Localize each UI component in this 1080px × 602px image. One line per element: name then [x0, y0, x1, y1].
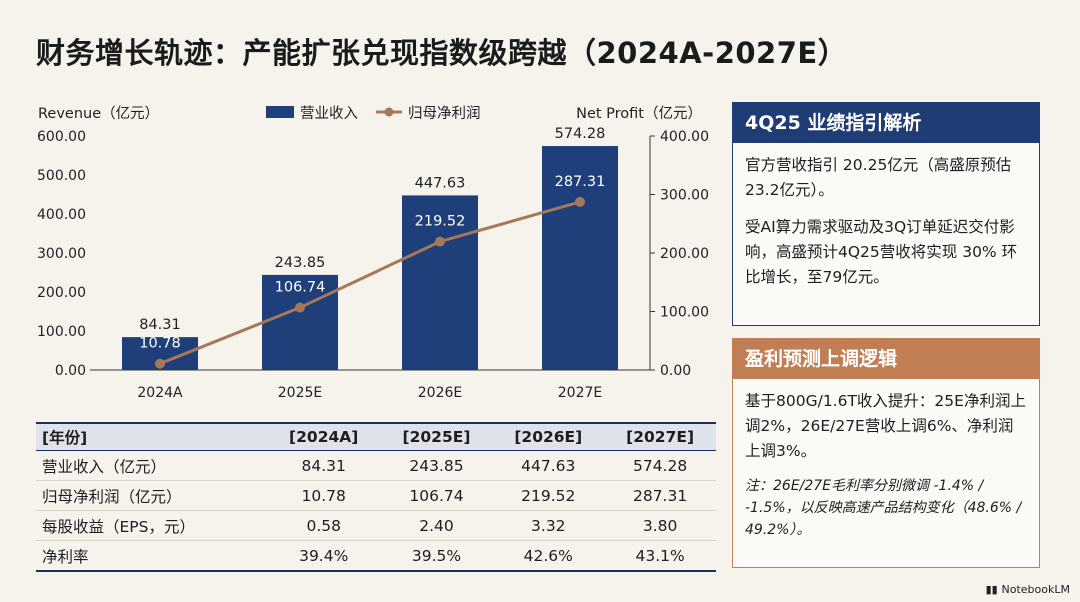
- guidance-card-body: 官方营收指引 20.25亿元（高盛原预估 23.2亿元）。 受AI算力需求驱动及…: [733, 143, 1039, 313]
- table-row: 每股收益（EPS，元） 0.58 2.40 3.32 3.80: [36, 510, 716, 541]
- y-tick-right: 300.00: [660, 188, 709, 204]
- row-label: 净利率: [36, 540, 267, 572]
- y-tick-left: 100.00: [37, 324, 86, 340]
- legend-revenue: 营业收入: [300, 105, 358, 122]
- guidance-paragraph-1: 官方营收指引 20.25亿元（高盛原预估 23.2亿元）。: [745, 156, 1012, 200]
- page-title: 财务增长轨迹：产能扩张兑现指数级跨越（2024A-2027E）: [36, 36, 848, 70]
- y-tick-right: 100.00: [660, 305, 709, 321]
- table-header: [2025E]: [380, 423, 493, 451]
- table-cell: 42.6%: [492, 540, 605, 572]
- row-label: 营业收入（亿元）: [36, 450, 267, 481]
- line-value-label: 219.52: [415, 214, 466, 230]
- legend-bar-swatch: [266, 106, 294, 118]
- y-tick-left: 500.00: [37, 168, 86, 184]
- y-tick-right: 400.00: [660, 129, 709, 145]
- table-header: [2026E]: [492, 423, 605, 451]
- forecast-paragraph: 基于800G/1.6T收入提升：25E净利润上调2%，26E/27E营收上调6%…: [745, 392, 1026, 461]
- row-label: 每股收益（EPS，元）: [36, 510, 267, 541]
- y-tick-left: 600.00: [37, 129, 86, 145]
- legend-line-marker: [384, 107, 394, 117]
- guidance-card: 4Q25 业绩指引解析 官方营收指引 20.25亿元（高盛原预估 23.2亿元）…: [732, 102, 1040, 326]
- y-tick-left: 400.00: [37, 207, 86, 223]
- table-cell: 287.31: [604, 480, 716, 511]
- table-cell: 3.32: [492, 510, 605, 541]
- line-value-label: 106.74: [275, 280, 326, 296]
- table-cell: 106.74: [380, 480, 493, 511]
- table-cell: 574.28: [604, 450, 716, 481]
- table-header: [2027E]: [604, 423, 716, 451]
- x-tick-label: 2026E: [418, 385, 462, 401]
- y-axis-label-right: Net Profit（亿元）: [576, 105, 702, 122]
- table-row: 归母净利润（亿元） 10.78 106.74 219.52 287.31: [36, 480, 716, 511]
- financial-table: [年份] [2024A] [2025E] [2026E] [2027E] 营业收…: [36, 422, 716, 572]
- brand-label: ▮▮ NotebookLM: [986, 583, 1070, 596]
- table-cell: 2.40: [380, 510, 493, 541]
- forecast-card-body: 基于800G/1.6T收入提升：25E净利润上调2%，26E/27E营收上调6%…: [733, 379, 1039, 563]
- table-cell: 84.31: [266, 450, 381, 481]
- bar-value-label: 243.85: [275, 255, 326, 271]
- bar-value-label: 447.63: [415, 175, 466, 191]
- table-row: 营业收入（亿元） 84.31 243.85 447.63 574.28: [36, 450, 716, 481]
- table-header: [年份]: [36, 423, 267, 451]
- table-header-row: [年份] [2024A] [2025E] [2026E] [2027E]: [36, 423, 716, 451]
- y-tick-right: 200.00: [660, 246, 709, 262]
- guidance-card-heading: 4Q25 业绩指引解析: [733, 103, 1039, 143]
- brand-text: NotebookLM: [1001, 583, 1070, 596]
- table-row: 净利率 39.4% 39.5% 42.6% 43.1%: [36, 540, 716, 572]
- y-tick-left: 200.00: [37, 285, 86, 301]
- table-header: [2024A]: [266, 423, 381, 451]
- y-tick-right: 0.00: [660, 363, 691, 379]
- line-point: [435, 236, 445, 247]
- table-cell: 43.1%: [604, 540, 716, 572]
- table-cell: 243.85: [380, 450, 493, 481]
- brand-logo-icon: ▮▮: [985, 583, 1002, 596]
- table-cell: 0.58: [266, 510, 381, 541]
- table-cell: 39.4%: [266, 540, 381, 572]
- y-tick-left: 300.00: [37, 246, 86, 262]
- bar-revenue: [262, 274, 338, 370]
- table-cell: 219.52: [492, 480, 605, 511]
- table-cell: 39.5%: [380, 540, 493, 572]
- bar-value-label: 574.28: [555, 126, 606, 142]
- x-tick-label: 2027E: [558, 385, 602, 401]
- bar-revenue: [402, 195, 478, 370]
- bar-revenue: [542, 146, 618, 370]
- x-tick-label: 2024A: [137, 385, 183, 401]
- line-value-label: 10.78: [139, 336, 181, 352]
- line-point: [295, 302, 305, 313]
- x-tick-label: 2025E: [278, 385, 322, 401]
- y-axis-label-left: Revenue（亿元）: [38, 105, 159, 122]
- table-cell: 10.78: [266, 480, 381, 511]
- line-point: [575, 196, 585, 207]
- y-tick-left: 0.00: [55, 363, 86, 379]
- bar-value-label: 84.31: [139, 317, 181, 333]
- combo-chart: 0.00 100.00 200.00 300.00 400.00 500.00 600.00…: [37, 105, 709, 401]
- table-cell: 3.80: [604, 510, 716, 541]
- line-net-profit: [159, 200, 581, 366]
- legend-net-profit: 归母净利润: [408, 105, 481, 122]
- forecast-card: 盈利预测上调逻辑 基于800G/1.6T收入提升：25E净利润上调2%，26E/…: [732, 338, 1040, 568]
- guidance-paragraph-2: 受AI算力需求驱动及3Q订单延迟交付影响，高盛预计4Q25营收将实现 30% 环…: [745, 218, 1018, 287]
- line-value-label: 287.31: [555, 174, 606, 190]
- line-point: [155, 358, 165, 369]
- forecast-note: 注：26E/27E毛利率分别微调 -1.4% / -1.5%，以反映高速产品结构…: [745, 478, 1022, 538]
- row-label: 归母净利润（亿元）: [36, 480, 267, 511]
- forecast-card-heading: 盈利预测上调逻辑: [733, 339, 1039, 379]
- table-cell: 447.63: [492, 450, 605, 481]
